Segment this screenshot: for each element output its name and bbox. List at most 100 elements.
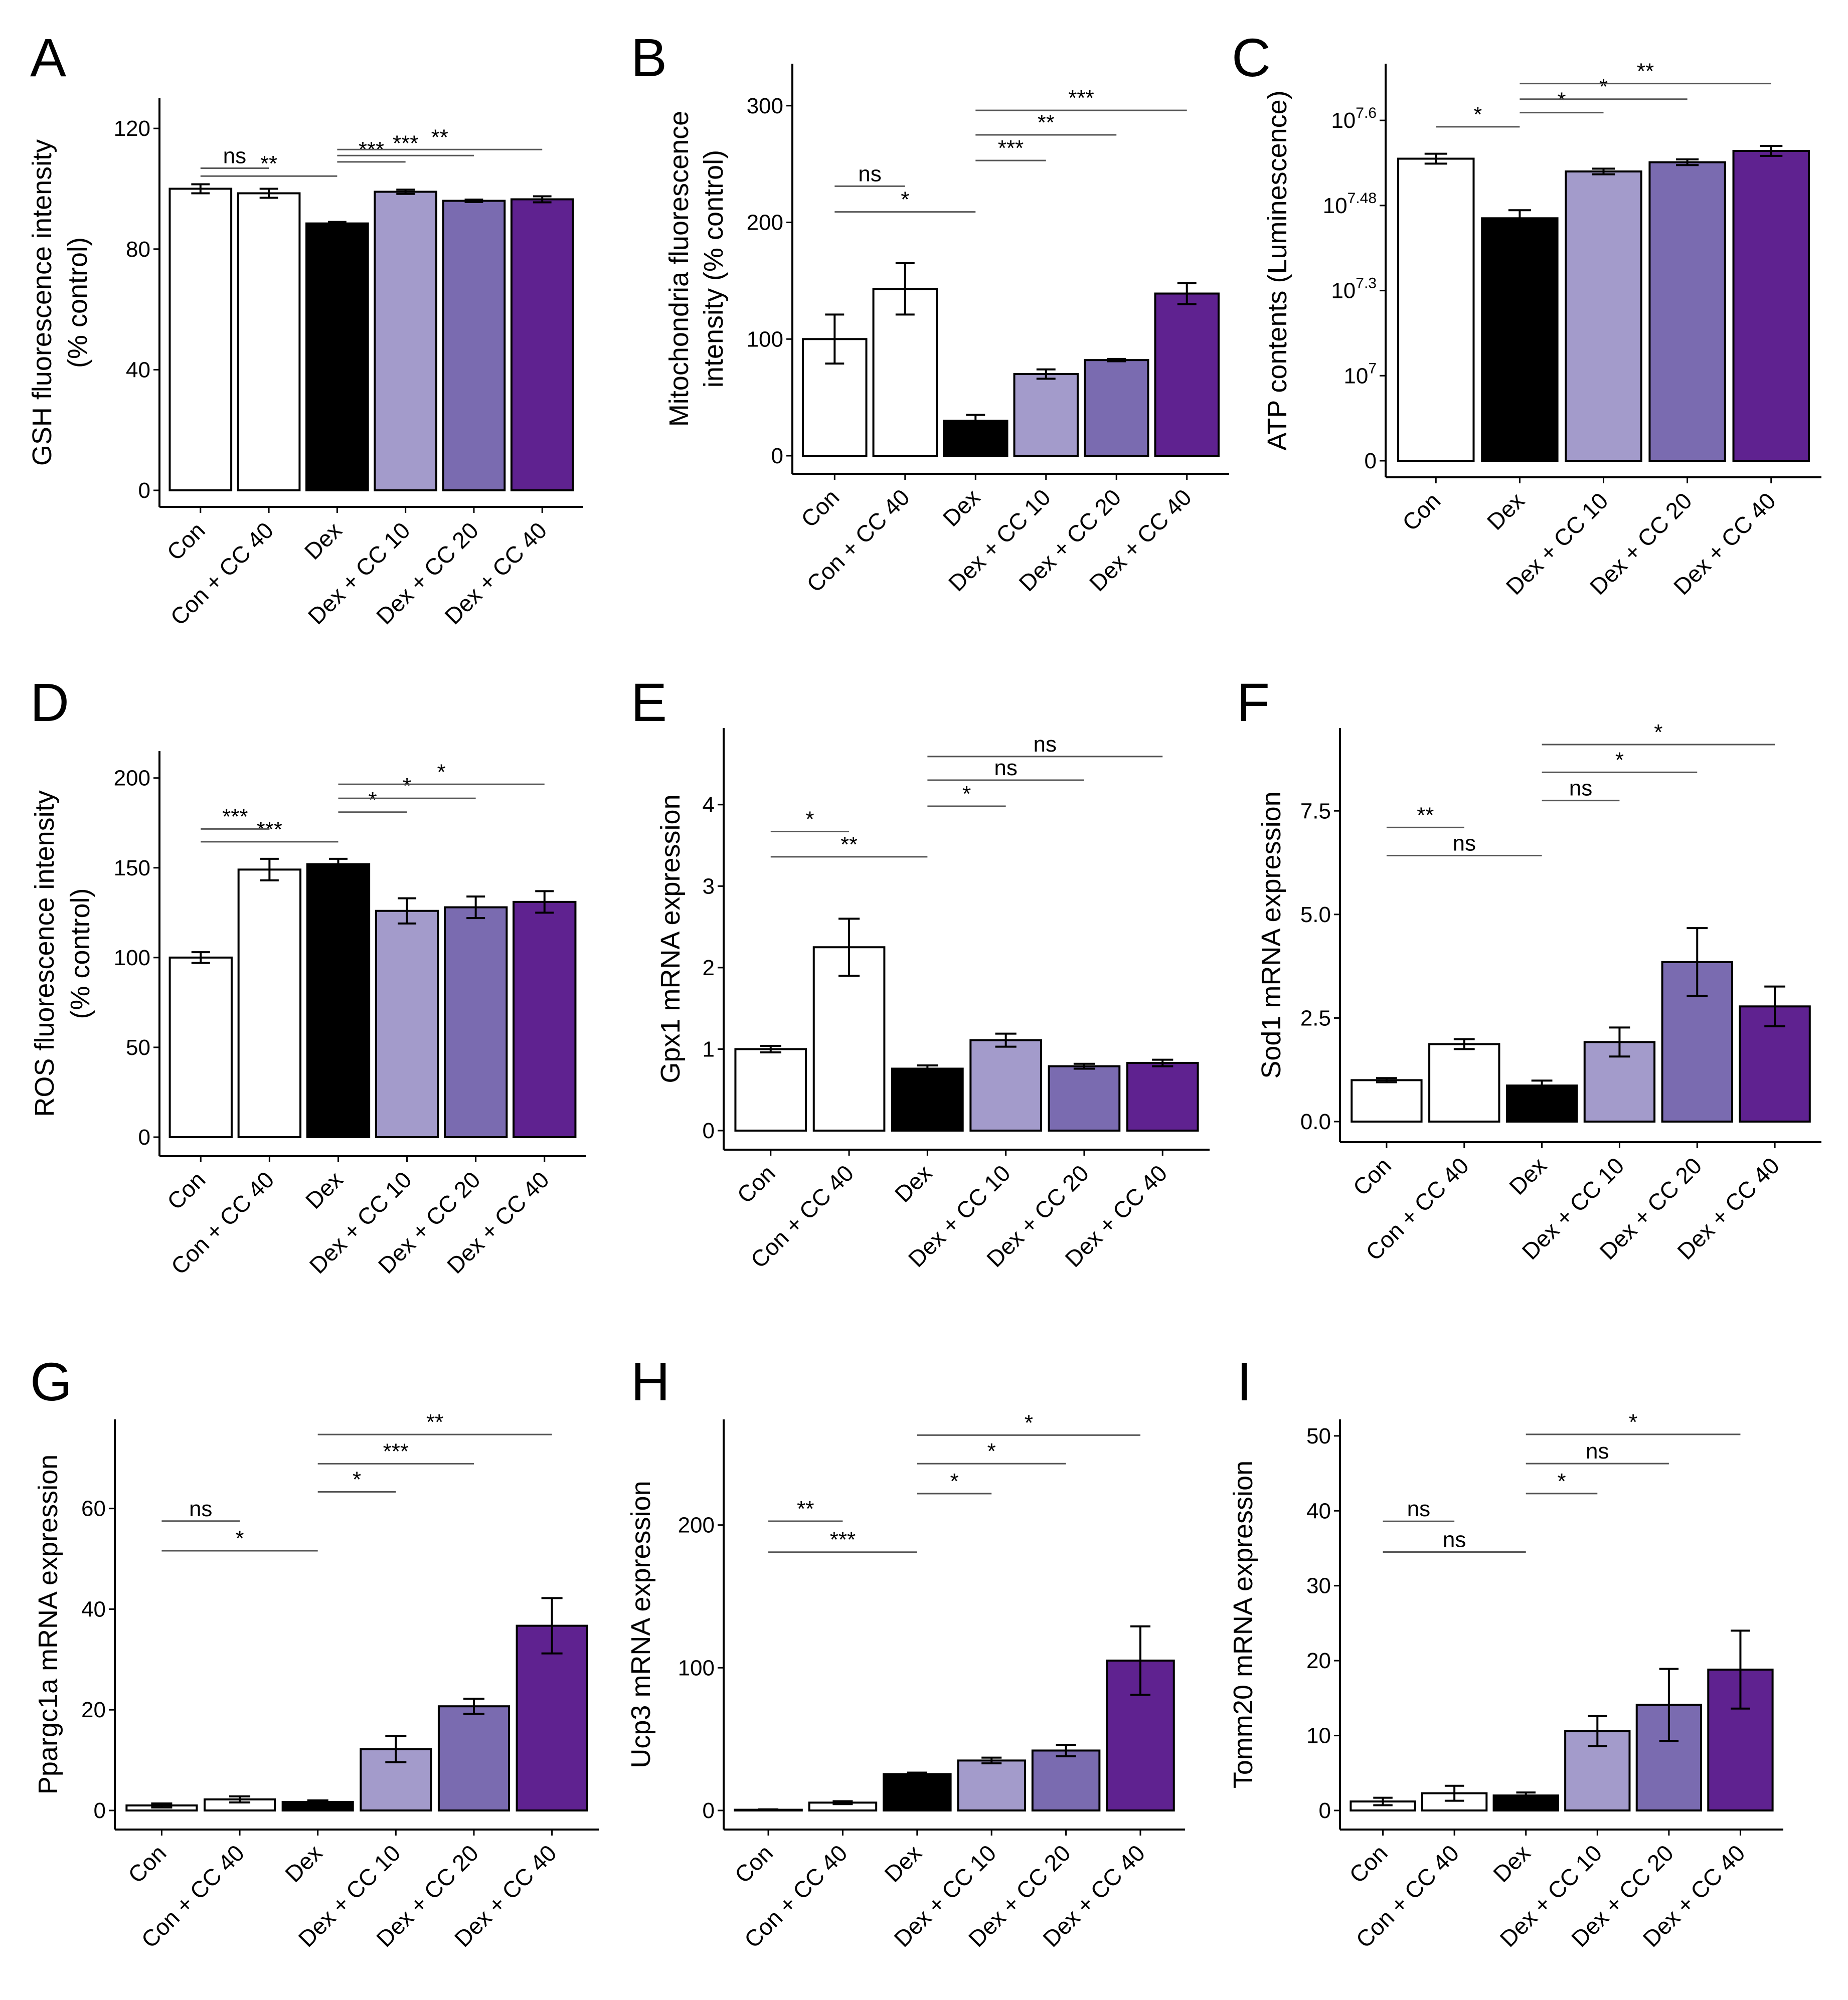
significance-label: * — [235, 1526, 244, 1551]
y-tick-label: 200 — [114, 766, 150, 791]
significance-label: * — [987, 1439, 996, 1464]
y-tick-label: 0 — [771, 444, 783, 468]
error-bar — [328, 857, 348, 871]
bar-dex-cc-20 — [442, 200, 506, 491]
significance-label: ** — [431, 125, 448, 149]
y-tick-label-exponent: 7.6 — [1356, 105, 1377, 121]
error-bar — [1373, 1796, 1393, 1806]
bar-dex — [305, 222, 369, 491]
bar-dex-cc-20 — [1031, 1749, 1101, 1811]
y-tick-label: 0 — [138, 478, 150, 503]
x-tick-label: Con — [730, 1840, 778, 1888]
y-tick-label-base: 0.0 — [1300, 1110, 1331, 1134]
error-bar — [464, 199, 483, 203]
x-tick-label: Con — [732, 1160, 780, 1208]
y-tick-label-base: 0 — [94, 1798, 106, 1823]
panel-letter: F — [1237, 672, 1270, 733]
y-tick-label-base: 150 — [114, 856, 150, 880]
error-bar — [541, 1597, 563, 1655]
bar-dex-cc-40 — [513, 900, 577, 1138]
bar-con-cc-40 — [872, 288, 938, 457]
bar-con — [734, 1048, 807, 1132]
x-tick-label: Dex — [280, 1840, 327, 1887]
y-tick-label: 0 — [703, 1798, 715, 1823]
error-bar — [1760, 145, 1783, 157]
error-bar — [1516, 1791, 1536, 1800]
panel-letter: I — [1237, 1351, 1252, 1412]
significance-label: * — [1629, 1410, 1637, 1434]
y-tick-label: 100 — [114, 946, 150, 970]
bar-dex-cc-20 — [1084, 359, 1149, 457]
y-tick-label: 107 — [1343, 360, 1377, 388]
panel-B: B 0 100 200 300 Mitochondria fluorescence inte… — [616, 0, 1232, 666]
significance-label: * — [805, 807, 814, 831]
significance-label: ns — [1443, 1527, 1466, 1552]
bar-dex-cc-40 — [1732, 149, 1810, 462]
error-bar — [327, 221, 347, 226]
bar-dex-cc-20 — [443, 906, 508, 1138]
y-tick-label-base: 200 — [678, 1513, 715, 1538]
error-bar — [907, 1771, 927, 1777]
x-tick-label: Dex — [300, 1166, 348, 1214]
y-tick-label-base: 40 — [1306, 1499, 1331, 1523]
significance-label: * — [1557, 1469, 1566, 1494]
y-tick-label: 107.6 — [1331, 105, 1377, 133]
y-axis-title: intensity (% control) — [699, 150, 729, 388]
error-bar — [1376, 1077, 1397, 1083]
bar-con — [1351, 1079, 1423, 1123]
y-tick-label: 20 — [81, 1698, 106, 1722]
bar-dex-cc-20 — [1648, 161, 1726, 462]
y-axis-title: Sod1 mRNA expression — [1256, 791, 1286, 1078]
y-tick-label-base: 2 — [703, 956, 715, 980]
error-bar — [260, 857, 279, 881]
y-axis-title: Gpx1 mRNA expression — [655, 794, 686, 1083]
y-tick-label: 107.48 — [1323, 190, 1377, 218]
significance-label: ** — [841, 832, 858, 857]
y-tick-label: 30 — [1306, 1574, 1331, 1598]
significance-label: *** — [830, 1528, 856, 1552]
bar-dex — [306, 863, 371, 1138]
y-tick-label-base: 10 — [1323, 194, 1348, 218]
bar-dex-cc-10 — [375, 910, 439, 1138]
panel-letter: H — [631, 1351, 670, 1412]
y-tick-label-base: 100 — [114, 946, 150, 970]
x-tick-label: Dex — [879, 1840, 927, 1887]
y-tick-label-base: 40 — [126, 357, 150, 382]
x-tick-label: Dex — [1504, 1152, 1552, 1200]
error-bar — [760, 1044, 781, 1053]
y-tick-label-base: 0 — [703, 1798, 715, 1823]
y-tick-label: 107.3 — [1331, 275, 1377, 303]
x-tick-label: Dex — [299, 517, 347, 565]
y-tick-label-base: 80 — [126, 237, 150, 262]
panel-letter: A — [30, 27, 66, 88]
error-bar — [1676, 158, 1699, 166]
panel-F: F 0.0 2.5 5.0 7.5 Sod1 mRNA expression Con Con … — [1232, 666, 1847, 1332]
x-tick-label: Con — [1344, 1840, 1392, 1888]
error-bar — [966, 414, 985, 428]
y-tick-label-base: 200 — [114, 766, 150, 791]
error-bar — [535, 890, 554, 914]
y-tick-label: 50 — [1306, 1424, 1331, 1448]
error-bar — [1073, 1062, 1095, 1070]
y-tick-label-base: 0 — [138, 478, 150, 503]
error-bar — [191, 183, 210, 195]
significance-label: *** — [383, 1439, 409, 1464]
y-tick-label: 40 — [81, 1597, 106, 1621]
panel-H: H 0 100 200 Ucp3 mRNA expression Con Con + CC … — [616, 1332, 1232, 1997]
error-bar — [1764, 985, 1785, 1027]
significance-label: * — [1615, 748, 1624, 772]
error-bar — [533, 195, 552, 204]
bar-dex-cc-40 — [510, 198, 574, 491]
y-axis-title: Tomm20 mRNA expression — [1232, 1461, 1258, 1788]
significance-label: * — [962, 782, 971, 806]
y-tick-label-base: 40 — [81, 1597, 106, 1621]
error-bar — [1177, 282, 1197, 305]
panel-letter: C — [1232, 27, 1271, 88]
error-bar — [151, 1802, 173, 1808]
panel-D: D 0 50 100 150 200 ROS fluorescence intensity(… — [0, 666, 616, 1332]
error-bar — [463, 1698, 484, 1715]
y-tick-label-base: 1 — [703, 1037, 715, 1061]
error-bar — [1609, 1026, 1630, 1058]
bar-dex-cc-40 — [1154, 292, 1220, 457]
